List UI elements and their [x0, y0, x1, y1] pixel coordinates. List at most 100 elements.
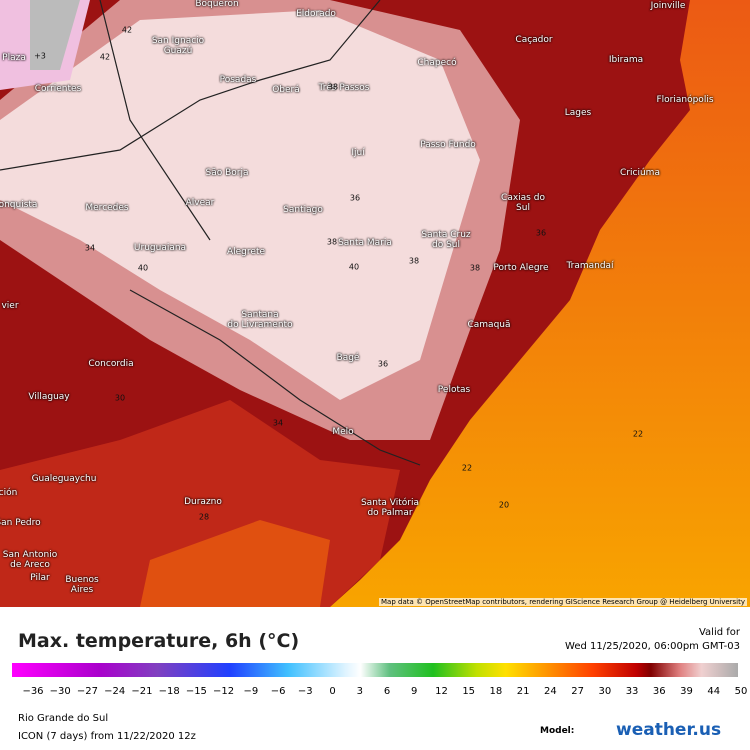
legend-tick: −30 [49, 686, 71, 697]
legend-tick: −36 [22, 686, 44, 697]
place-label: Oberá [272, 85, 300, 95]
valid-label: Valid for [698, 627, 740, 638]
legend-tick: −6 [270, 686, 286, 697]
legend-tick: 30 [598, 686, 612, 697]
place-label: São Borja [205, 168, 249, 178]
place-label: Alvear [185, 198, 215, 208]
contour-label: 36 [377, 359, 389, 369]
place-label: Boqueron [195, 0, 239, 9]
place-label: San Pedro [0, 518, 41, 528]
legend-tick: −27 [76, 686, 99, 697]
region: Rio Grande do Sul [18, 713, 109, 724]
contour-label: 28 [198, 512, 210, 522]
title: Max. temperature, 6h (°C) [18, 630, 300, 652]
legend-tick: 44 [707, 686, 721, 697]
legend-tick: 12 [435, 686, 448, 697]
place-label: Ibirama [608, 55, 644, 65]
contour-label: 38 [327, 82, 339, 92]
valid-time: Wed 11/25/2020, 06:00pm GMT-03 [565, 641, 740, 652]
place-label: Florianópolis [656, 95, 714, 105]
legend-tick: 0 [329, 686, 336, 697]
contour-label: 38 [469, 263, 481, 273]
place-label: Gualeguaychu [31, 474, 97, 484]
place-label: Criciúma [620, 168, 660, 178]
contour-label: 22 [632, 429, 644, 439]
place-label: Santa Cruz do Sul [421, 230, 471, 250]
contour-label: 22 [461, 463, 473, 473]
legend-tick: 24 [544, 686, 557, 697]
attribution: Map data © OpenStreetMap contributors, r… [379, 598, 747, 606]
contour-label: 38 [408, 256, 420, 266]
place-label: Santa Vitória do Palmar [360, 498, 420, 518]
contour-label: 30 [114, 393, 126, 403]
legend-tick: 6 [383, 686, 391, 697]
place-label: Camaquã [467, 320, 511, 330]
legend-tick: −12 [213, 686, 235, 697]
contour-label: 34 [272, 418, 284, 428]
legend-tick: −21 [131, 686, 153, 697]
place-label: Chapecó [417, 58, 457, 68]
legend-tick: 36 [652, 686, 666, 697]
place-label: Posadas [219, 75, 257, 85]
legend-tick: 33 [625, 686, 639, 697]
place-label: onquista [0, 200, 38, 210]
legend-tick: −9 [243, 686, 259, 697]
contour-label: 38 [326, 237, 338, 247]
legend-tick: −24 [104, 686, 126, 697]
place-label: Lages [564, 108, 592, 118]
contour-label: 34 [84, 243, 96, 253]
place-label: Santa Maria [338, 238, 392, 248]
legend-tick: 39 [680, 686, 693, 697]
place-label: Ijuí [351, 148, 365, 158]
legend-tick: 15 [462, 686, 476, 697]
place-label: Caxias do Sul [501, 193, 545, 213]
place-label: Tramandaí [566, 261, 614, 271]
place-label: Buenos Aires [65, 575, 99, 595]
place-label: Alegrete [226, 247, 266, 257]
place-label: Melo [332, 427, 354, 437]
legend-tick: 27 [571, 686, 584, 697]
place-label: Caçador [515, 35, 553, 45]
map-canvas [0, 0, 750, 607]
contour-label: 40 [137, 263, 149, 273]
legend-tick: −15 [185, 686, 207, 697]
contour-label: +3 [34, 51, 46, 61]
legend-tick: 9 [411, 686, 418, 697]
legend-tick: −18 [158, 686, 180, 697]
model-label: Model: [540, 726, 575, 736]
place-label: ción [0, 488, 18, 498]
place-label: vier [1, 301, 19, 311]
legend-tick: 18 [489, 686, 503, 697]
place-label: Joinville [650, 1, 686, 11]
place-label: Pelotas [437, 385, 471, 395]
model-run: ICON (7 days) from 11/22/2020 12z [18, 731, 196, 742]
place-label: Uruguaiana [133, 243, 187, 253]
contour-label: 40 [348, 262, 360, 272]
place-label: San Antonio de Areco [2, 550, 58, 570]
place-label: Pilar [30, 573, 50, 583]
place-label: Santiago [283, 205, 323, 215]
map: Boqueron Joinville Eldorado San Ignacio Gua… [0, 0, 750, 607]
place-label: Corrientes [34, 84, 82, 94]
contour-label: 42 [121, 25, 133, 35]
brand: weather.us [616, 720, 722, 740]
legend-tick: 21 [516, 686, 530, 697]
legend-tick: 50 [734, 686, 748, 697]
place-label: Três Passos [318, 83, 370, 93]
place-label: Villaguay [28, 392, 70, 402]
place-label: Concordia [88, 359, 134, 369]
place-label: Eldorado [296, 9, 336, 19]
place-label: Durazno [184, 497, 222, 507]
place-label: Santana do Livramento [227, 310, 293, 330]
place-label: San Ignacio Guazú [151, 36, 205, 56]
legend-tick: −3 [297, 686, 313, 697]
place-label: Passo Fundo [420, 140, 476, 150]
contour-label: 20 [498, 500, 510, 510]
contour-label: 36 [349, 193, 361, 203]
place-label: Porto Alegre [493, 263, 549, 273]
contour-label: 42 [99, 52, 111, 62]
place-label: Bagé [336, 353, 360, 363]
color-scale [12, 663, 738, 677]
place-label: Plaza [2, 53, 26, 63]
